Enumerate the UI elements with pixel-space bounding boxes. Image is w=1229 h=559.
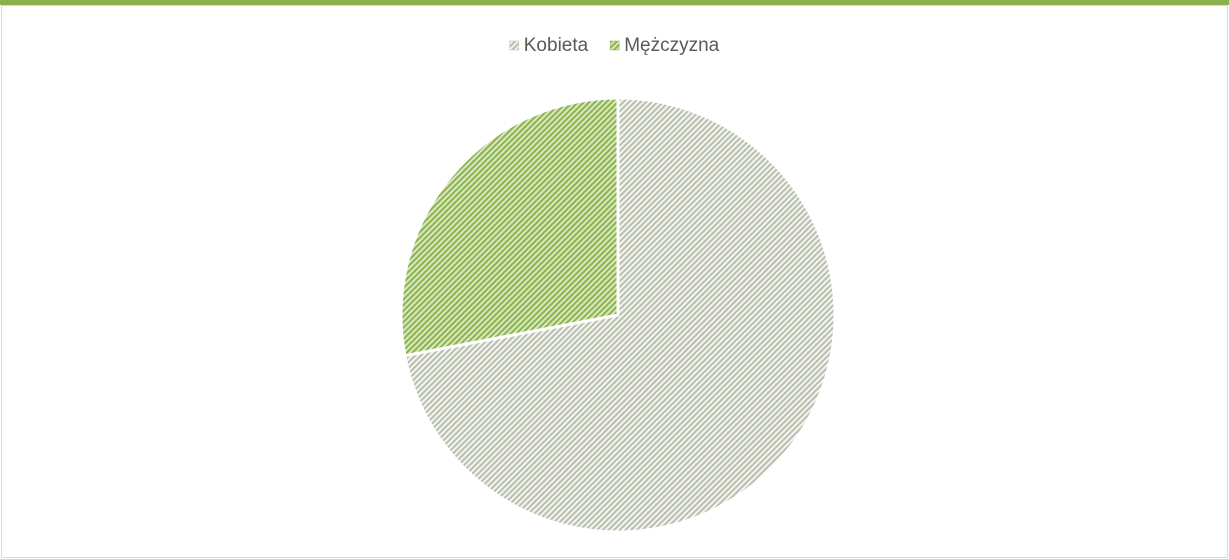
pie-slice bbox=[399, 96, 620, 358]
legend-label: Mężczyzna bbox=[624, 35, 719, 56]
legend-marker bbox=[509, 40, 520, 51]
legend-marker bbox=[609, 40, 620, 51]
top-bar bbox=[0, 0, 1229, 5]
legend: Kobieta Mężczyzna bbox=[509, 35, 720, 56]
chart-border bbox=[1, 5, 1228, 558]
legend-label: Kobieta bbox=[524, 35, 589, 56]
pie-slice bbox=[403, 96, 837, 534]
